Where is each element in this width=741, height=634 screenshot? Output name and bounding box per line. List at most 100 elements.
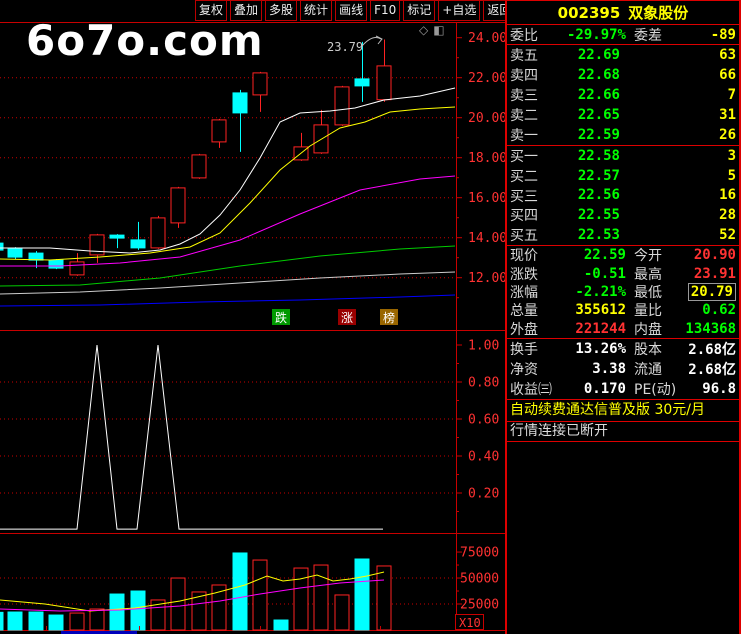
volume-unit-box[interactable] (455, 614, 484, 630)
toolbar-button-4[interactable]: 统计 (300, 0, 333, 21)
bid-row-4[interactable]: 买四 22.55 28 (507, 205, 739, 225)
ask-volume: 31 (719, 107, 736, 123)
bid-row-2[interactable]: 买二 22.57 5 (507, 166, 739, 186)
stat-label: 现价 (510, 248, 538, 265)
bid-label: 买四 (510, 208, 538, 225)
ma-green (0, 245, 456, 287)
stat-label: 总量 (510, 303, 538, 320)
ma-blue (0, 294, 456, 307)
bid-label: 买五 (510, 228, 538, 245)
rank-badge-label: 涨 (341, 310, 353, 325)
stock-header: 002395 双象股份 (507, 1, 739, 25)
ask-row-4[interactable]: 卖四 22.68 66 (507, 65, 739, 85)
candle-body (89, 234, 105, 256)
candle-body (7, 247, 23, 258)
toolbar-button-8[interactable]: +自选 (438, 0, 481, 21)
ma-magenta (0, 175, 456, 267)
stat-label: 内盘 (634, 321, 662, 338)
rank-badge[interactable] (380, 309, 398, 325)
stats-row: 外盘 221244 内盘 134368 (507, 320, 739, 338)
toolbar-button-7[interactable]: 标记 (403, 0, 436, 21)
fundamental-row: 净资 3.38 流通 2.68亿 (507, 359, 739, 379)
chart-canvas[interactable]: 24.00 22.00 20.00 18.00 16.00 14.00 12.00 23.79… (0, 0, 507, 634)
stat-value: 221244 (575, 320, 626, 337)
volume-unit-label: X10 (459, 616, 481, 630)
bid-volume: 52 (719, 227, 736, 244)
stat-value: 0.170 (583, 380, 626, 397)
diamond-icon[interactable]: ◇ (419, 23, 429, 37)
stat-value: 96.8 (702, 380, 736, 397)
bid-price: 22.55 (577, 207, 620, 224)
volume-bar (0, 611, 4, 631)
bid-label: 买三 (510, 188, 538, 205)
split-window-icon[interactable]: ◧ (433, 23, 445, 37)
bid-row-3[interactable]: 买三 22.56 16 (507, 186, 739, 206)
ask-row-3[interactable]: 卖三 22.66 7 (507, 85, 739, 105)
stat-label: 流通 (634, 361, 662, 378)
stat-value: 2.68亿 (688, 341, 736, 358)
toolbar-button-2[interactable]: 叠加 (230, 0, 263, 21)
stat-value: -0.51 (583, 265, 626, 282)
quote-panel: 002395 双象股份 委比 -29.97% 委差 -89 卖五 22.69 63 卖四 22.… (505, 0, 741, 634)
weicha-value: -89 (710, 26, 736, 43)
stat-value: 20.79 (684, 282, 736, 301)
ask-row-1[interactable]: 卖一 22.59 26 (507, 125, 739, 145)
subscription-ad[interactable]: 自动续费通达信普及版 30元/月 (507, 400, 739, 422)
indicator-axis-label: 0.20 (468, 487, 499, 502)
ask-label: 卖一 (510, 128, 538, 144)
price-axis-label: 24.00 (468, 31, 507, 46)
volume-bar (48, 614, 64, 631)
volume-bar (191, 591, 207, 631)
rank-badge[interactable] (338, 309, 356, 325)
quote-rows: 委比 -29.97% 委差 -89 卖五 22.69 63 卖四 22.68 66 卖三 22.66 7… (507, 25, 739, 400)
toolbar-button-6[interactable]: F10 (370, 0, 401, 21)
bid-row-1[interactable]: 买一 22.58 3 (507, 146, 739, 166)
stat-value: 0.62 (702, 302, 736, 319)
annotation-arrowhead (375, 35, 383, 45)
stock-name: 双象股份 (628, 4, 689, 22)
volume-bar (211, 584, 227, 631)
volume-bar (293, 567, 309, 631)
price-axis-label: 20.00 (468, 111, 507, 126)
stat-value: -2.21% (575, 283, 626, 300)
candle-body (252, 72, 268, 96)
candle-body (170, 187, 186, 224)
ask-price: 22.68 (577, 67, 620, 83)
volume-axis-label: 25000 (460, 598, 499, 613)
stat-label: 收益㈢ (510, 381, 552, 398)
chart-corner-icons: ◇ ◧ (419, 24, 445, 36)
ask-row-2[interactable]: 卖二 22.65 31 (507, 105, 739, 125)
toolbar-button-3[interactable]: 多股 (265, 0, 298, 21)
fundamental-row: 换手 13.26% 股本 2.68亿 (507, 339, 739, 359)
weibi-row: 委比 -29.97% 委差 -89 (507, 25, 739, 45)
volume-bar (334, 594, 350, 631)
stat-label: 净资 (510, 361, 538, 378)
stat-label: 最低 (634, 284, 662, 301)
bid-price: 22.56 (577, 187, 620, 204)
scrollbar-thumb[interactable] (61, 631, 137, 634)
candle-body (130, 239, 146, 249)
stat-value: 22.59 (583, 247, 626, 264)
bid-list: 买一 22.58 3 买二 22.57 5 买三 22.56 16 买四 22.55 28 买五 22.5… (507, 146, 739, 246)
bid-row-5[interactable]: 买五 22.53 52 (507, 225, 739, 245)
indicator-axis-label: 0.60 (468, 413, 499, 428)
volume-bar (130, 590, 146, 631)
candle-body (69, 261, 85, 276)
connection-status: 行情连接已断开 (507, 422, 739, 442)
toolbar-button-1[interactable]: 复权 (195, 0, 228, 21)
ask-price: 22.69 (577, 47, 620, 63)
stats-row: 涨跌 -0.51 最高 23.91 (507, 264, 739, 283)
candle-body (232, 92, 248, 114)
candle-body (0, 242, 4, 251)
stat-value: 355612 (575, 302, 626, 319)
bid-price: 22.53 (577, 227, 620, 244)
toolbar-button-5[interactable]: 画线 (335, 0, 368, 21)
ask-price: 22.59 (577, 127, 620, 143)
stat-label: 量比 (634, 303, 662, 320)
candle-body (48, 259, 64, 269)
ask-row-5[interactable]: 卖五 22.69 63 (507, 45, 739, 65)
ask-label: 卖五 (510, 48, 538, 64)
weibi-value: -29.97% (566, 26, 626, 43)
rank-badge[interactable] (272, 309, 290, 325)
indicator-axis-label: 0.80 (468, 376, 499, 391)
